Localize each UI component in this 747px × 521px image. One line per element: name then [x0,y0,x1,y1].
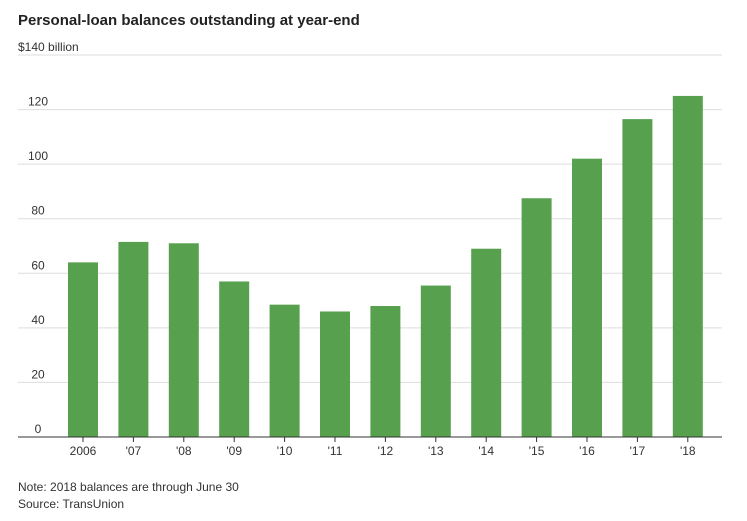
x-tick-label: '18 [680,444,696,458]
axis: 0 20 40 60 80 100 120 2006 '07 '08 '09 '10 '11 '12 '13… [18,95,722,458]
bar [320,311,350,437]
x-tick-label: '13 [428,444,444,458]
bars [68,95,703,437]
x-tick-label: 2006 [70,444,97,458]
bar [370,306,401,437]
bar [118,241,149,437]
bar [168,243,199,437]
chart-note: Note: 2018 balances are through June 30 [18,480,239,494]
chart-source: Source: TransUnion [18,497,125,511]
y-tick-label: 100 [28,149,48,163]
x-tick-label: '10 [277,444,293,458]
y-tick-label: 60 [31,258,45,272]
bar [521,198,552,437]
x-tick-label: '14 [478,444,494,458]
y-axis-unit-label: $140 billion [18,40,79,54]
y-tick-label: 20 [31,367,45,381]
x-tick-label: '08 [176,444,192,458]
y-tick-label: 80 [31,204,45,218]
bar [420,285,451,437]
y-tick-label: 0 [35,422,42,436]
y-tick-label: 40 [31,313,45,327]
x-tick-label: '16 [579,444,595,458]
bar [269,304,300,437]
bar [219,281,250,437]
gridlines [18,54,722,383]
bar [471,248,502,437]
x-tick-label: '15 [529,444,545,458]
bar-chart: 0 20 40 60 80 100 120 2006 '07 '08 '09 '10 '11 '12 '13… [18,40,722,458]
bar [622,119,653,437]
bar [572,158,602,437]
x-tick-label: '12 [378,444,394,458]
chart-title: Personal-loan balances outstanding at ye… [18,12,360,29]
x-tick-label: '07 [126,444,142,458]
x-tick-label: '17 [630,444,646,458]
bar [68,262,98,437]
bar [672,95,703,437]
x-tick-label: '11 [328,444,343,458]
x-tick-label: '09 [226,444,242,458]
y-tick-label: 120 [28,95,48,109]
